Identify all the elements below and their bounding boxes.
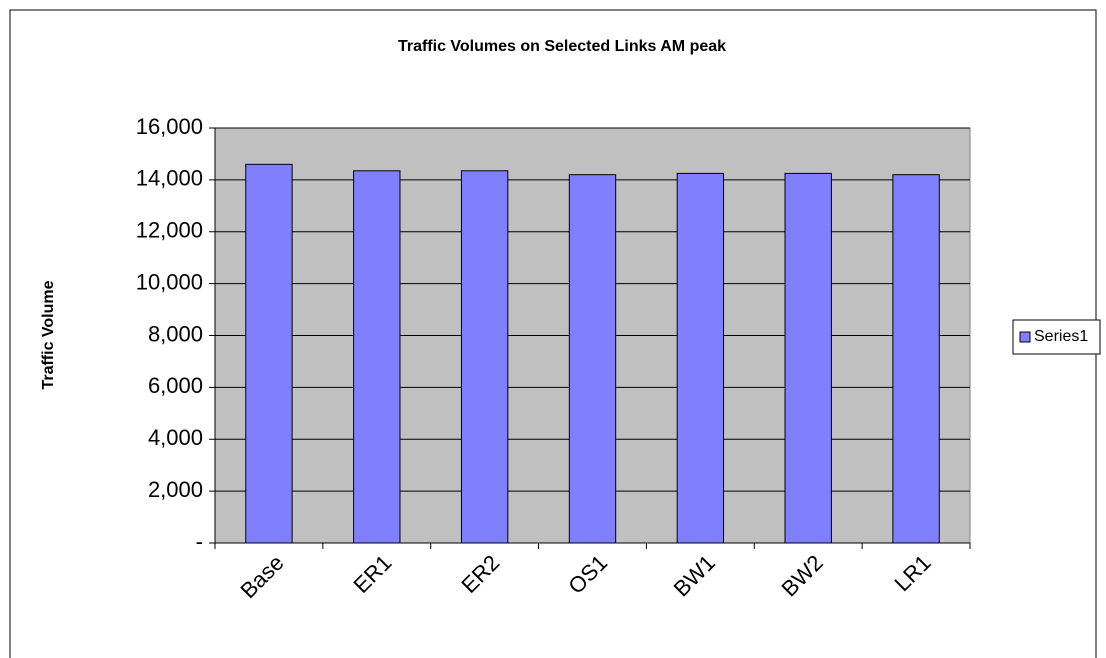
y-tick-label: 14,000 (136, 166, 203, 191)
x-tick-label: BW1 (669, 550, 720, 601)
y-tick-label: 4,000 (148, 425, 203, 450)
bar (460, 170, 509, 544)
x-tick-label: LR1 (890, 550, 936, 596)
y-tick-label: 8,000 (148, 321, 203, 346)
x-tick-label: BW2 (776, 550, 827, 601)
legend-swatch (1019, 331, 1031, 343)
chart-title: Traffic Volumes on Selected Links AM pea… (398, 38, 726, 55)
x-tick-label: ER1 (348, 550, 396, 598)
bar (676, 172, 725, 544)
y-tick-label: 2,000 (148, 477, 203, 502)
legend-label: Series1 (1034, 328, 1088, 345)
y-tick-label: 6,000 (148, 373, 203, 398)
x-tick-label: ER2 (456, 550, 504, 598)
bar (784, 172, 832, 544)
bar (892, 174, 940, 544)
bar (245, 163, 293, 544)
x-tick-label: OS1 (563, 550, 612, 599)
x-tick-label: Base (235, 550, 288, 603)
y-tick-label: 16,000 (136, 114, 203, 139)
y-tick-label: - (196, 529, 203, 554)
bar (568, 174, 617, 544)
bar (353, 170, 401, 544)
y-axis-title: Traffic Volume (40, 280, 57, 389)
y-tick-label: 12,000 (136, 218, 203, 243)
y-tick-label: 10,000 (136, 269, 203, 294)
